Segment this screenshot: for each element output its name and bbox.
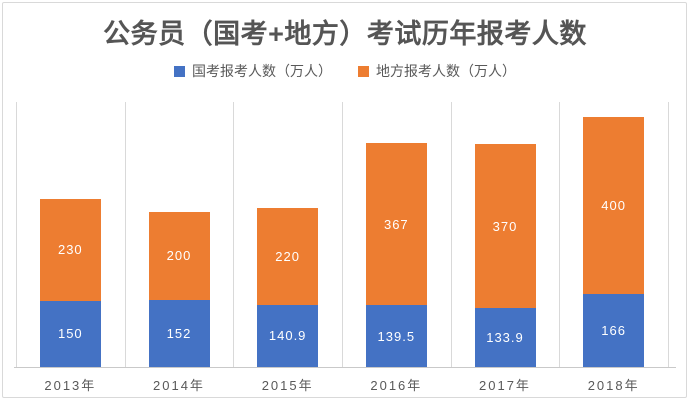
legend-label-national: 国考报考人数（万人） — [192, 63, 332, 79]
bar-value-label: 220 — [275, 248, 300, 264]
gridline — [559, 102, 561, 367]
bar-value-label: 133.9 — [486, 329, 524, 345]
bar-value-label: 166 — [601, 322, 626, 338]
bar-value-label: 140.9 — [268, 328, 307, 344]
bar-segment-national: 140.9 — [257, 304, 319, 367]
gridline — [124, 102, 126, 367]
bar-segment-local: 230 — [39, 199, 101, 301]
bar-segment-national: 152 — [148, 299, 210, 367]
x-axis-label: 2018年 — [587, 378, 640, 393]
chart-title: 公务员（国考+地方）考试历年报考人数 — [103, 19, 587, 49]
bar-segment-local: 400 — [583, 117, 645, 294]
legend-item-national: 国考报考人数（万人） — [174, 61, 332, 81]
bar-segment-local: 367 — [365, 143, 427, 306]
legend: 国考报考人数（万人） 地方报考人数（万人） — [0, 61, 690, 81]
bar-value-label: 367 — [383, 216, 409, 232]
bar-segment-national: 150 — [39, 300, 101, 367]
bar-value-label: 370 — [492, 218, 518, 234]
bar-segment-national: 166 — [583, 293, 645, 367]
bar-value-label: 200 — [166, 248, 192, 264]
bar-value-label: 150 — [57, 326, 83, 342]
x-axis-label: 2017年 — [479, 378, 531, 393]
bar-segment-local: 220 — [257, 207, 319, 305]
bar-segment-national: 139.5 — [365, 305, 427, 367]
bar-value-label: 400 — [601, 197, 626, 213]
gridline — [233, 102, 235, 367]
legend-item-local: 地方报考人数（万人） — [358, 61, 516, 81]
bar-value-label: 152 — [166, 325, 192, 341]
gridline — [450, 102, 452, 367]
bar-segment-local: 370 — [474, 144, 536, 308]
x-axis-label: 2015年 — [261, 378, 314, 393]
bar-value-label: 230 — [57, 242, 83, 258]
x-axis-label: 2016年 — [370, 378, 423, 393]
gridline — [342, 102, 343, 367]
bar-segment-national: 133.9 — [474, 307, 536, 367]
gridline — [668, 102, 669, 367]
legend-label-local: 地方报考人数（万人） — [376, 63, 516, 79]
plot-area: 150 230 2013年 152 200 2014年 140.9 220 2015年 139.5… — [16, 102, 669, 393]
legend-swatch-national-icon — [174, 65, 185, 77]
bar-segment-local: 200 — [148, 211, 210, 300]
gridline — [16, 102, 17, 367]
x-axis-label: 2014年 — [153, 378, 205, 393]
legend-swatch-local-icon — [358, 65, 369, 77]
bar-value-label: 139.5 — [377, 328, 416, 344]
x-axis-line — [14, 367, 676, 368]
x-axis-label: 2013年 — [44, 378, 97, 393]
